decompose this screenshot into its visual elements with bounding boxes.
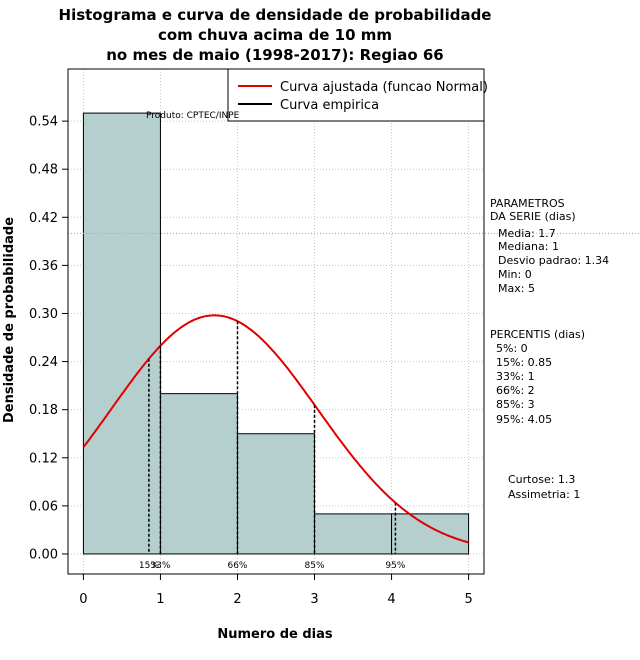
params-header-line-2: DA SERIE (dias) [490, 210, 576, 223]
x-axis-title: Numero de dias [217, 627, 333, 642]
legend: Curva ajustada (funcao Normal) Curva emp… [227, 68, 488, 122]
y-axis-title: Densidade de probabilidade [2, 217, 17, 423]
percentil-66: 66%: 2 [496, 384, 535, 397]
watermark-text: Produto: CPTEC/INPE [146, 111, 240, 121]
x-tick-label-3: 3 [310, 592, 318, 607]
percentile-label-1: 33% [150, 561, 170, 571]
chart-title-line-1: Histograma e curva de densidade de proba… [59, 6, 492, 24]
y-tick-label-6: 0.36 [29, 259, 58, 274]
params-header-line-1: PARAMETROS [490, 197, 565, 210]
curtose-value: Curtose: 1.3 [508, 473, 575, 486]
x-tick-label-2: 2 [233, 592, 241, 607]
y-tick-label-3: 0.18 [29, 403, 58, 418]
x-tick-label-5: 5 [464, 592, 472, 607]
y-tick-label-4: 0.24 [29, 355, 58, 370]
legend-box [227, 68, 485, 122]
param-media: Media: 1.7 [498, 227, 556, 240]
percentil-85: 85%: 3 [496, 398, 535, 411]
chart-title-line-3: no mes de maio (1998-2017): Regiao 66 [106, 46, 444, 64]
percentil-15: 15%: 0.85 [496, 356, 552, 369]
y-tick-label-2: 0.12 [29, 451, 58, 466]
histogram-bar-4 [391, 513, 470, 555]
x-tick-label-0: 0 [79, 592, 87, 607]
x-tick-label-4: 4 [387, 592, 395, 607]
y-tick-label-1: 0.06 [29, 499, 58, 514]
chart-title-line-2: com chuva acima de 10 mm [158, 26, 392, 44]
fitted-normal-curve [82, 314, 469, 544]
assimetria-value: Assimetria: 1 [508, 488, 580, 501]
y-tick-label-5: 0.30 [29, 307, 58, 322]
histogram-bar-3 [314, 513, 393, 555]
legend-label-empirical: Curva empirica [280, 98, 379, 113]
side-panel: PARAMETROS DA SERIE (dias) Media: 1.7 Me… [490, 197, 609, 501]
percentil-5: 5%: 0 [496, 342, 528, 355]
y-tick-label-0: 0.00 [29, 547, 58, 562]
y-tick-label-8: 0.48 [29, 163, 58, 178]
y-tick-label-7: 0.42 [29, 211, 58, 226]
percentile-label-0: 15% [139, 561, 159, 571]
param-max: Max: 5 [498, 282, 535, 295]
legend-label-fitted: Curva ajustada (funcao Normal) [280, 80, 488, 95]
param-desvio: Desvio padrao: 1.34 [498, 254, 609, 267]
percentil-95: 95%: 4.05 [496, 413, 552, 426]
histogram-bar-0 [82, 112, 161, 555]
percentile-label-4: 95% [385, 561, 405, 571]
param-min: Min: 0 [498, 268, 532, 281]
percentis-header: PERCENTIS (dias) [490, 328, 585, 341]
histogram-bar-2 [236, 433, 316, 555]
percentil-33: 33%: 1 [496, 370, 535, 383]
percentile-label-2: 66% [227, 561, 247, 571]
x-tick-label-1: 1 [156, 592, 164, 607]
percentile-label-3: 85% [305, 561, 325, 571]
y-tick-label-9: 0.54 [29, 115, 58, 130]
histogram-bar-1 [159, 393, 238, 555]
param-mediana: Mediana: 1 [498, 240, 559, 253]
